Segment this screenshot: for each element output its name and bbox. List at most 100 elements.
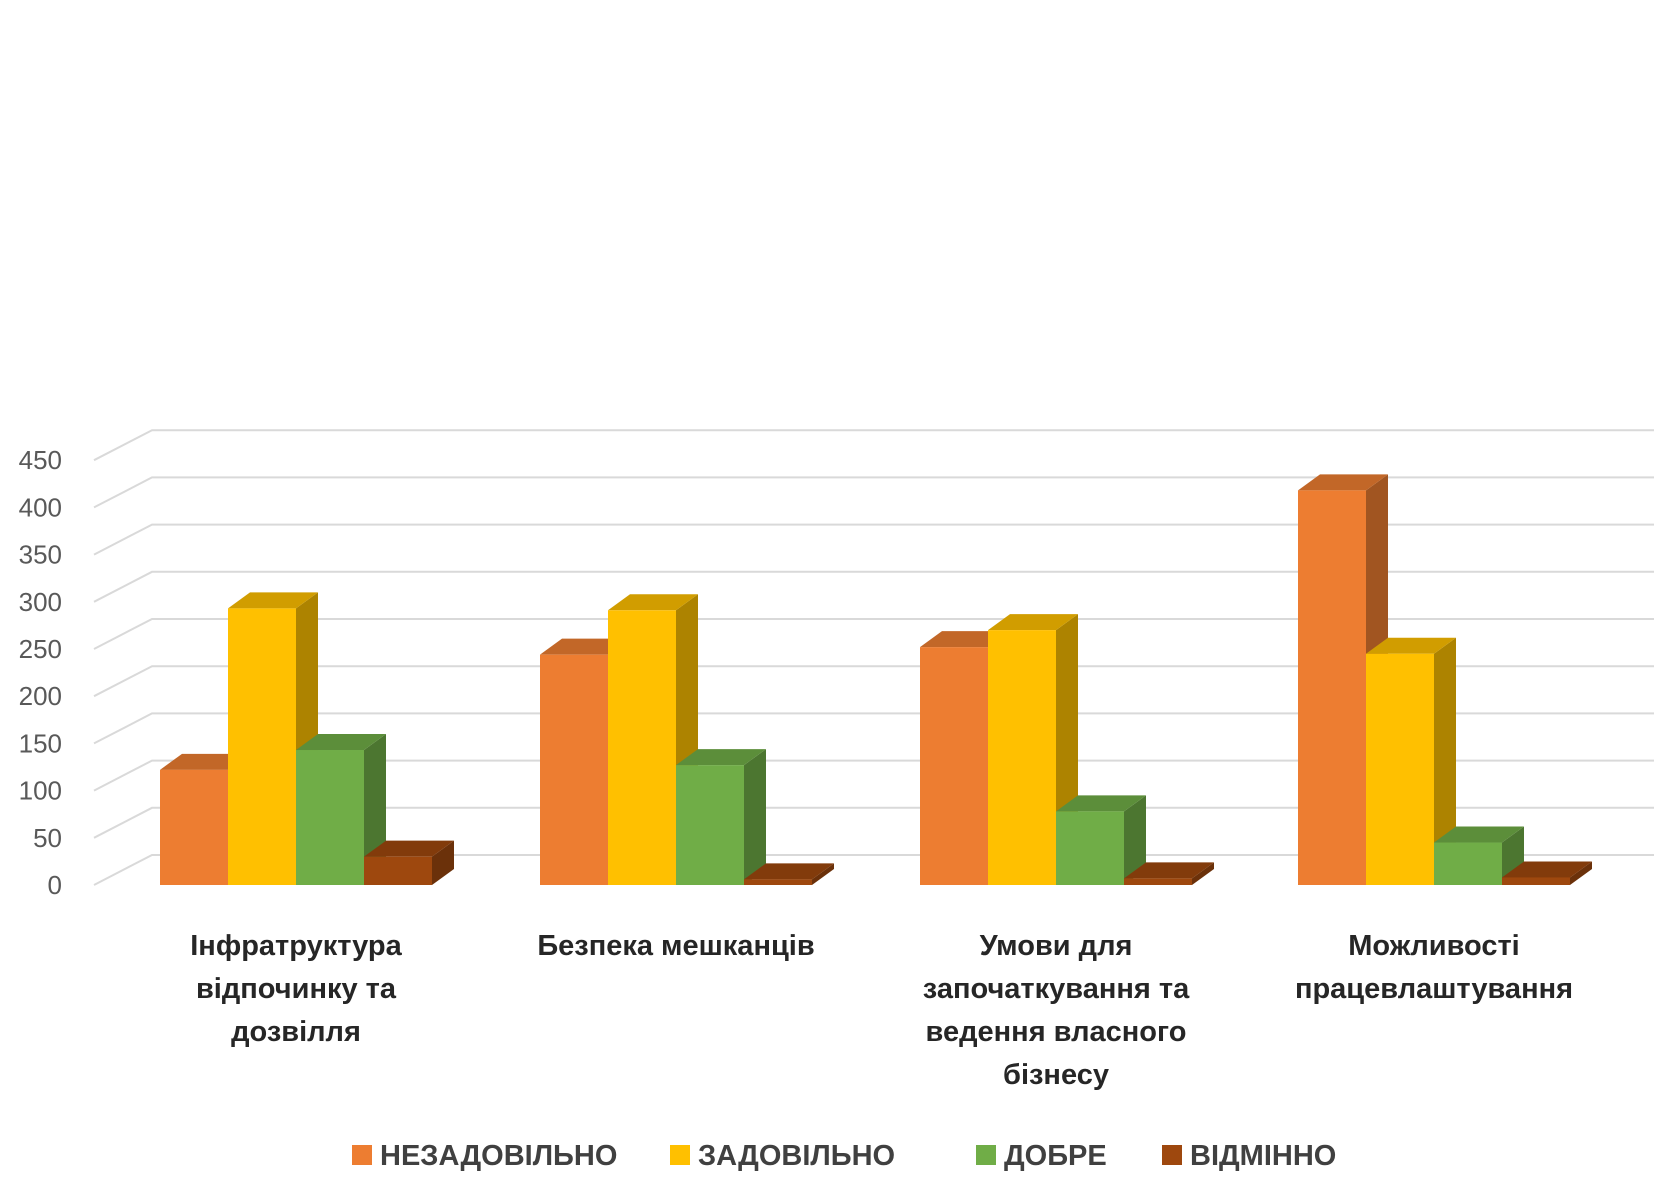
bar	[296, 734, 386, 885]
y-tick-label: 250	[19, 634, 62, 664]
category-label-line: працевлаштування	[1295, 973, 1573, 1005]
gridline	[93, 665, 1654, 698]
category-label-line: Безпека мешканців	[537, 930, 814, 962]
bar-side	[432, 840, 454, 885]
x-axis-categories: Інфратруктура відпочинку та дозвілля Безпек…	[190, 930, 1573, 1091]
bar-front	[296, 750, 364, 885]
legend-swatch	[976, 1145, 996, 1165]
y-tick-label: 400	[19, 492, 62, 522]
category-label: Безпека мешканців	[537, 930, 814, 962]
bar	[364, 840, 454, 885]
bar-front	[676, 765, 744, 885]
category-label-line: відпочинку та	[196, 973, 397, 1005]
bar-front	[1056, 811, 1124, 885]
y-axis: 0 50 100 150 200 250 300 350 400 450	[19, 445, 62, 900]
bar-front	[1366, 653, 1434, 885]
category-label-line: Інфратруктура	[190, 930, 402, 962]
bar-top	[920, 631, 1010, 648]
bar-top	[296, 734, 386, 751]
legend-item: ВІДМІННО	[1162, 1140, 1336, 1172]
bar-front	[1298, 490, 1366, 885]
bar-top	[540, 638, 630, 655]
y-tick-label: 150	[19, 728, 62, 758]
bar-top	[988, 614, 1078, 631]
y-tick-label: 200	[19, 681, 62, 711]
category-label: Умови для започаткування та ведення власно…	[923, 930, 1190, 1091]
bar-front	[160, 769, 228, 885]
bar-front	[1434, 842, 1502, 885]
gridline	[93, 570, 1654, 603]
bar-top	[744, 863, 834, 880]
gridlines	[93, 429, 1654, 886]
bar-top	[1502, 861, 1592, 878]
bar-top	[364, 840, 454, 857]
bar	[676, 749, 766, 885]
category-label-line: дозвілля	[231, 1016, 361, 1048]
y-tick-label: 50	[33, 823, 62, 853]
bar-front	[920, 647, 988, 885]
bar-top	[1366, 637, 1456, 654]
y-tick-label: 100	[19, 776, 62, 806]
legend-label: ДОБРЕ	[1004, 1140, 1107, 1172]
y-tick-label: 300	[19, 587, 62, 617]
bar-top	[608, 594, 698, 611]
gridline	[93, 854, 1654, 886]
bar	[1434, 826, 1524, 885]
bar-side	[1192, 862, 1214, 885]
category-label-line: Умови для	[980, 930, 1133, 962]
y-tick-label: 450	[19, 445, 62, 475]
bar-top	[160, 753, 250, 770]
legend-item: ЗАДОВІЛЬНО	[670, 1140, 895, 1172]
gridline	[93, 759, 1654, 792]
bar	[1124, 862, 1214, 885]
y-tick-label: 350	[19, 540, 62, 570]
legend-label: НЕЗАДОВІЛЬНО	[380, 1140, 617, 1172]
bar	[1502, 861, 1592, 885]
gridline	[93, 712, 1654, 745]
bar-side	[1124, 795, 1146, 885]
bar-front	[608, 610, 676, 885]
bar-front	[744, 879, 812, 885]
gridline	[93, 429, 1654, 462]
bar-front	[228, 608, 296, 885]
bar-top	[1298, 474, 1388, 491]
category-label-line: ведення власного	[926, 1016, 1187, 1048]
category-label: Можливості працевлаштування	[1295, 930, 1573, 1005]
category-label-line: бізнесу	[1003, 1059, 1109, 1091]
bar-top	[676, 749, 766, 766]
bar-front	[540, 654, 608, 885]
bar-front	[364, 856, 432, 885]
category-label: Інфратруктура відпочинку та дозвілля	[190, 930, 402, 1048]
bar-front	[1502, 877, 1570, 885]
gridline	[93, 476, 1654, 509]
legend: НЕЗАДОВІЛЬНО ЗАДОВІЛЬНО ДОБРЕ ВІДМІННО	[352, 1140, 1336, 1172]
legend-swatch	[352, 1145, 372, 1165]
legend-item: НЕЗАДОВІЛЬНО	[352, 1140, 617, 1172]
bar-side	[744, 749, 766, 885]
category-label-line: Можливості	[1348, 930, 1519, 962]
bars	[160, 474, 1592, 885]
bar-front	[988, 630, 1056, 885]
legend-swatch	[1162, 1145, 1182, 1165]
legend-item: ДОБРЕ	[976, 1140, 1107, 1172]
bar-front	[1124, 878, 1192, 885]
bar	[1366, 637, 1456, 885]
bar	[1056, 795, 1146, 885]
category-label-line: започаткування та	[923, 973, 1190, 1005]
bar-side	[1434, 637, 1456, 885]
gridline	[93, 618, 1654, 650]
bar-side	[812, 863, 834, 885]
bar-top	[1056, 795, 1146, 812]
y-tick-label: 0	[48, 870, 62, 900]
bar-side	[1570, 861, 1592, 885]
legend-label: ЗАДОВІЛЬНО	[698, 1140, 895, 1172]
legend-label: ВІДМІННО	[1190, 1140, 1336, 1172]
bar-top	[228, 592, 318, 609]
bar-top	[1124, 862, 1214, 879]
gridline	[93, 806, 1654, 839]
gridline	[93, 523, 1654, 556]
bar	[744, 863, 834, 885]
bar-top	[1434, 826, 1524, 843]
